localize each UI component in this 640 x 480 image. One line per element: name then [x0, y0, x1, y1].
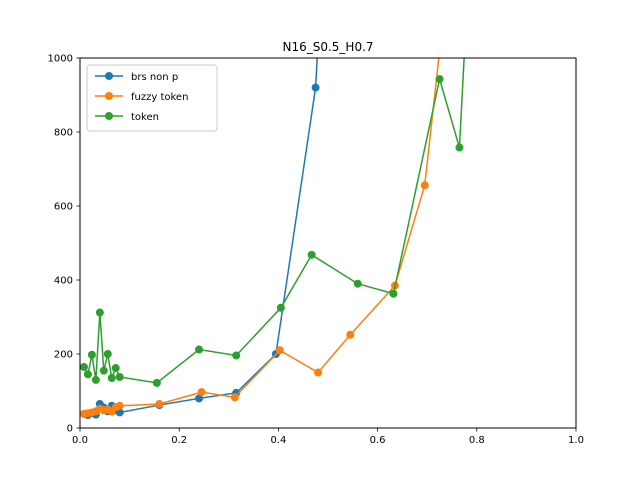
data-point: [275, 346, 284, 355]
legend-box: [86, 64, 218, 132]
data-point: [276, 303, 285, 312]
data-point: [455, 143, 464, 152]
data-point: [197, 388, 206, 397]
data-point: [230, 393, 239, 402]
series-1: [80, 58, 440, 418]
y-tick-label: 800: [54, 128, 73, 139]
data-point: [87, 350, 96, 359]
data-point: [435, 75, 444, 84]
x-tick-label: 0.8: [469, 435, 485, 446]
data-point: [115, 372, 124, 381]
data-point: [83, 370, 92, 379]
series-0: [80, 58, 320, 420]
x-tick-label: 0.4: [270, 435, 286, 446]
data-point: [195, 394, 204, 403]
series-line: [83, 58, 465, 384]
legend: brs non p fuzzy token token: [86, 64, 218, 132]
data-point: [314, 368, 323, 377]
legend-label: fuzzy token: [131, 92, 188, 103]
data-point: [111, 364, 120, 373]
series-layer: [80, 58, 465, 420]
data-point: [420, 181, 429, 190]
legend-label: token: [131, 112, 159, 123]
y-tick-label: 400: [54, 276, 73, 287]
series-line: [83, 58, 318, 416]
data-point: [389, 289, 398, 298]
y-tick-label: 0: [67, 424, 73, 435]
data-point: [95, 308, 104, 317]
data-point: [103, 350, 112, 358]
series-2: [80, 58, 465, 387]
data-point: [99, 366, 108, 375]
legend-label: brs non p: [131, 72, 178, 83]
data-point: [80, 362, 88, 371]
axis-ticks: 0.0 0.2 0.4 0.6 0.8 1.0 0 200 400 600 800 1000: [48, 54, 584, 447]
data-point: [91, 375, 100, 384]
data-point: [232, 351, 241, 360]
chart-title: N16_S0.5_H0.7: [282, 40, 373, 54]
data-point: [195, 345, 204, 354]
x-tick-label: 0.0: [72, 435, 88, 446]
legend-marker: [105, 112, 113, 120]
y-tick-label: 600: [54, 202, 73, 213]
x-tick-label: 0.2: [171, 435, 187, 446]
data-point: [346, 330, 355, 339]
y-tick-label: 200: [54, 350, 73, 361]
data-point: [115, 401, 124, 410]
data-point: [307, 250, 316, 259]
x-tick-label: 1.0: [568, 435, 584, 446]
series-line: [83, 58, 440, 415]
legend-marker: [105, 72, 113, 80]
data-point: [107, 374, 116, 383]
data-point: [152, 378, 161, 387]
x-tick-label: 0.6: [370, 435, 386, 446]
y-tick-label: 1000: [48, 54, 73, 65]
data-point: [155, 399, 164, 408]
data-point: [311, 83, 320, 92]
legend-marker: [105, 92, 113, 100]
plot-frame: [79, 57, 577, 429]
data-point: [353, 279, 362, 288]
